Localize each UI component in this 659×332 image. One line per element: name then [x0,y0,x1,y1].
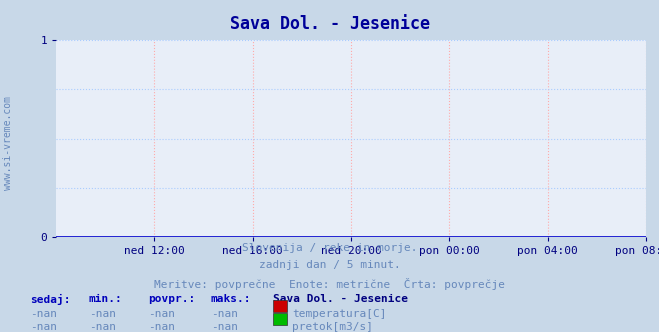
Text: -nan: -nan [30,322,57,332]
Text: maks.:: maks.: [211,294,251,304]
Text: -nan: -nan [211,309,238,319]
Text: -nan: -nan [89,309,116,319]
Text: www.si-vreme.com: www.si-vreme.com [3,96,13,190]
Text: -nan: -nan [148,309,175,319]
Text: zadnji dan / 5 minut.: zadnji dan / 5 minut. [258,260,401,270]
Text: Sava Dol. - Jesenice: Sava Dol. - Jesenice [229,15,430,33]
Text: -nan: -nan [211,322,238,332]
Text: temperatura[C]: temperatura[C] [292,309,386,319]
Text: Sava Dol. - Jesenice: Sava Dol. - Jesenice [273,294,409,304]
Text: pretok[m3/s]: pretok[m3/s] [292,322,373,332]
Text: min.:: min.: [89,294,123,304]
Text: Meritve: povprečne  Enote: metrične  Črta: povprečje: Meritve: povprečne Enote: metrične Črta:… [154,278,505,290]
Text: sedaj:: sedaj: [30,294,70,305]
Text: -nan: -nan [89,322,116,332]
Text: povpr.:: povpr.: [148,294,196,304]
Text: -nan: -nan [30,309,57,319]
Text: -nan: -nan [148,322,175,332]
Text: Slovenija / reke in morje.: Slovenija / reke in morje. [242,243,417,253]
